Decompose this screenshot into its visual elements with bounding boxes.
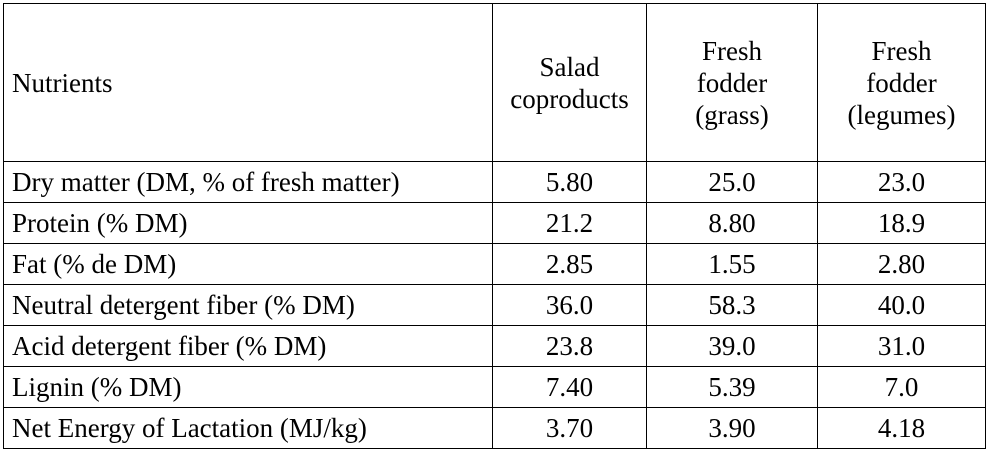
row-label: Net Energy of Lactation (MJ/kg) <box>3 407 493 449</box>
cell-fresh-fodder-grass: 39.0 <box>646 325 818 367</box>
table-header-row: Nutrients Salad coproducts Fresh fodder … <box>3 3 986 162</box>
cell-fresh-fodder-legumes: 40.0 <box>817 284 986 326</box>
header-nutrients: Nutrients <box>3 3 493 162</box>
cell-fresh-fodder-grass: 1.55 <box>646 243 818 285</box>
cell-fresh-fodder-legumes: 31.0 <box>817 325 986 367</box>
row-label: Neutral detergent fiber (% DM) <box>3 284 493 326</box>
header-fresh-fodder-legumes: Fresh fodder (legumes) <box>817 3 986 162</box>
row-label: Fat (% de DM) <box>3 243 493 285</box>
cell-salad-coproducts: 5.80 <box>492 161 647 203</box>
header-salad-coproducts: Salad coproducts <box>492 3 647 162</box>
table-row: Net Energy of Lactation (MJ/kg) 3.70 3.9… <box>3 407 986 449</box>
row-label: Dry matter (DM, % of fresh matter) <box>3 161 493 203</box>
table-row: Dry matter (DM, % of fresh matter) 5.80 … <box>3 161 986 203</box>
cell-salad-coproducts: 23.8 <box>492 325 647 367</box>
row-label: Acid detergent fiber (% DM) <box>3 325 493 367</box>
cell-salad-coproducts: 36.0 <box>492 284 647 326</box>
cell-salad-coproducts: 3.70 <box>492 407 647 449</box>
row-label: Lignin (% DM) <box>3 366 493 408</box>
cell-fresh-fodder-legumes: 23.0 <box>817 161 986 203</box>
cell-fresh-fodder-legumes: 7.0 <box>817 366 986 408</box>
cell-fresh-fodder-grass: 25.0 <box>646 161 818 203</box>
cell-fresh-fodder-grass: 8.80 <box>646 202 818 244</box>
table-row: Fat (% de DM) 2.85 1.55 2.80 <box>3 243 986 285</box>
cell-fresh-fodder-grass: 5.39 <box>646 366 818 408</box>
cell-fresh-fodder-grass: 58.3 <box>646 284 818 326</box>
cell-salad-coproducts: 21.2 <box>492 202 647 244</box>
cell-fresh-fodder-legumes: 2.80 <box>817 243 986 285</box>
table-row: Acid detergent fiber (% DM) 23.8 39.0 31… <box>3 325 986 367</box>
table-row: Neutral detergent fiber (% DM) 36.0 58.3… <box>3 284 986 326</box>
cell-salad-coproducts: 7.40 <box>492 366 647 408</box>
header-fresh-fodder-grass: Fresh fodder (grass) <box>646 3 818 162</box>
cell-fresh-fodder-grass: 3.90 <box>646 407 818 449</box>
table-row: Lignin (% DM) 7.40 5.39 7.0 <box>3 366 986 408</box>
cell-salad-coproducts: 2.85 <box>492 243 647 285</box>
table-row: Protein (% DM) 21.2 8.80 18.9 <box>3 202 986 244</box>
cell-fresh-fodder-legumes: 18.9 <box>817 202 986 244</box>
cell-fresh-fodder-legumes: 4.18 <box>817 407 986 449</box>
row-label: Protein (% DM) <box>3 202 493 244</box>
nutrient-table: Nutrients Salad coproducts Fresh fodder … <box>3 3 986 449</box>
